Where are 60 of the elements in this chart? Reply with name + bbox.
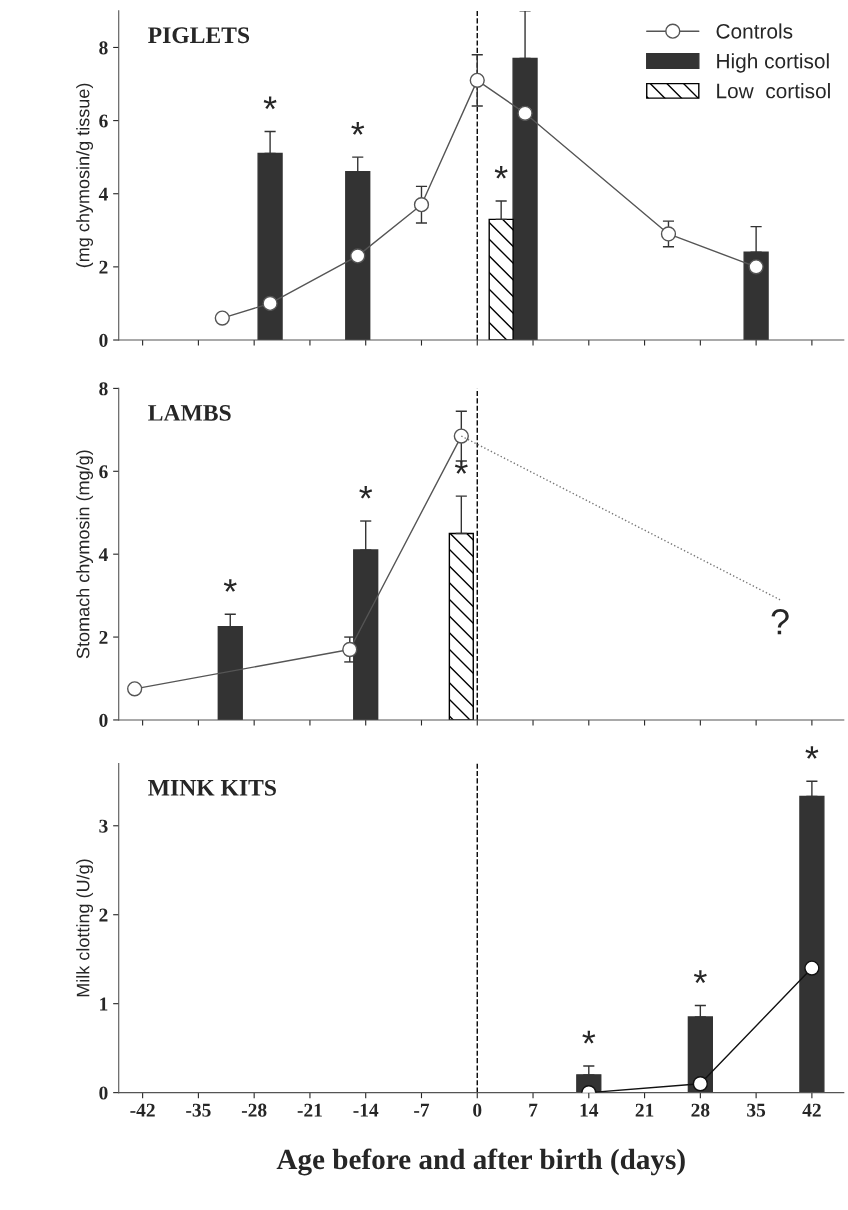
point [214, 310, 230, 326]
annotation: * [582, 1030, 596, 1044]
annotation: * [693, 970, 707, 984]
legend-label: Low cortisol [717, 83, 830, 99]
x-tick-label: 35 [747, 1103, 766, 1117]
y-tick-label: 6 [99, 114, 108, 128]
point [660, 226, 677, 242]
annotation: ? [771, 609, 789, 635]
point [342, 641, 358, 658]
point [748, 259, 764, 275]
y-tick-label: 0 [99, 333, 108, 347]
bar [488, 218, 514, 341]
annotation: * [454, 461, 468, 474]
text: PIGLETS [148, 27, 250, 44]
x-tick-label: 28 [691, 1103, 710, 1117]
x-tick-label: 42 [802, 1103, 821, 1117]
annotation: * [223, 579, 237, 592]
text: MINK KITS [148, 779, 276, 796]
annotation: * [351, 122, 365, 135]
x-tick-label: -21 [297, 1103, 322, 1117]
x-tick-label: -35 [186, 1103, 211, 1117]
x-tick-label: -14 [353, 1103, 379, 1117]
annotation: * [359, 485, 373, 499]
legend-label: Controls [716, 23, 793, 39]
y-tick-label: 6 [99, 465, 108, 479]
y-tick-label: 4 [98, 187, 108, 201]
y-tick-label: 2 [99, 260, 108, 274]
x-axis-title: Age before and after birth (days) [276, 1148, 685, 1176]
x-tick-label: -7 [414, 1103, 430, 1117]
point [350, 248, 366, 264]
x-tick-label: 14 [580, 1103, 599, 1117]
y-tick-label: 8 [99, 382, 108, 396]
y-tick-label: 2 [99, 630, 108, 644]
y-tick-label: 3 [99, 819, 108, 833]
y-tick-label: 0 [99, 1086, 108, 1100]
x-tick-label: -42 [130, 1103, 155, 1117]
bar [448, 532, 474, 720]
y-tick-label: 2 [99, 908, 108, 922]
point [127, 681, 143, 697]
y-tick-label: 4 [98, 548, 108, 561]
y-tick-label: 8 [99, 41, 108, 55]
legend-label: High cortisol [717, 53, 829, 73]
y-axis-title: Milk clotting (U/g) [76, 859, 94, 997]
annotation: * [805, 746, 819, 759]
annotation: * [263, 96, 277, 110]
point [453, 428, 469, 444]
y-axis-title: (mg chymosin/g tissue) [76, 83, 94, 268]
y-tick-label: 1 [100, 997, 108, 1011]
point [469, 72, 485, 89]
x-tick-label: 0 [473, 1103, 482, 1117]
point [262, 295, 278, 312]
y-axis-title: Stomach chymosin (mg/g) [76, 450, 94, 659]
x-tick-label: 21 [635, 1103, 654, 1117]
x-tick-label: 7 [529, 1103, 538, 1117]
x-tick-label: -28 [241, 1103, 267, 1117]
y-tick-label: 0 [99, 713, 108, 727]
annotation: * [494, 165, 508, 179]
point [413, 197, 430, 213]
text: LAMBS [148, 404, 231, 421]
point [517, 105, 533, 121]
